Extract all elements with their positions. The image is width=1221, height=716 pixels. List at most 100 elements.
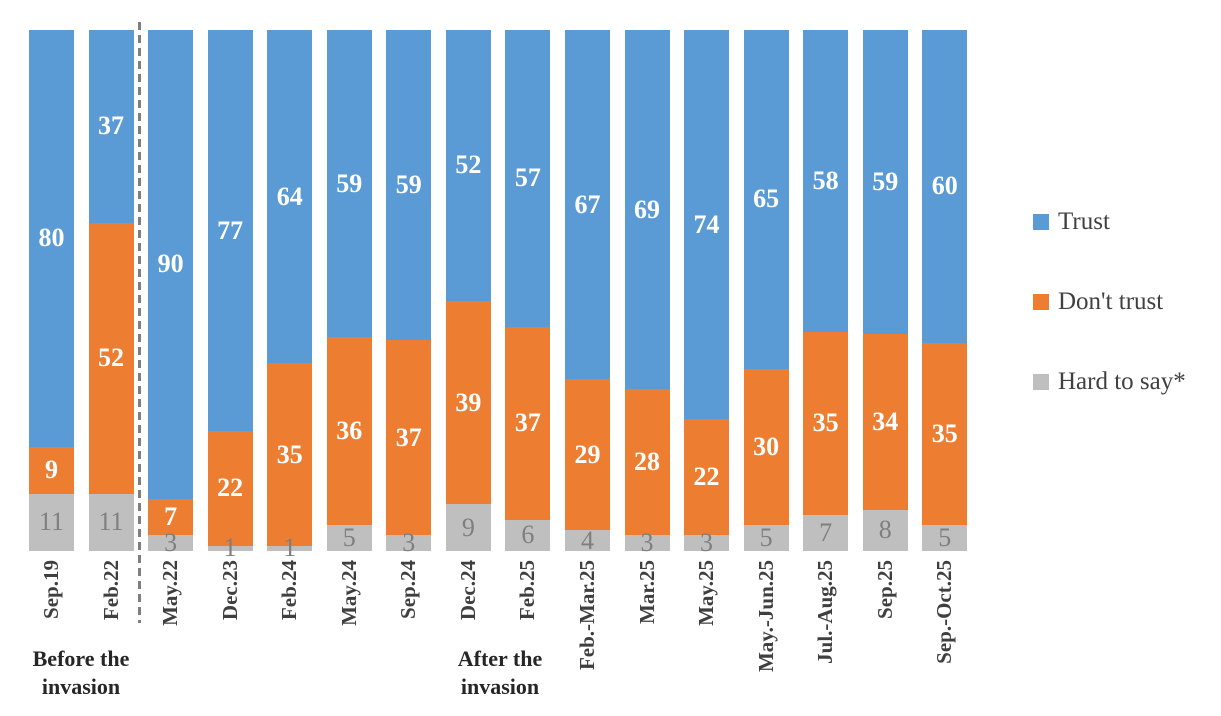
value-label: 29 <box>574 439 601 469</box>
bar-segment-don-t-trust: 28 <box>624 389 670 536</box>
value-label: 59 <box>336 168 363 198</box>
group-label-line: After the <box>457 646 543 671</box>
bar-segment-don-t-trust: 30 <box>743 368 789 525</box>
bar-segment-trust: 60 <box>922 30 968 343</box>
value-label: 3 <box>640 528 654 558</box>
bar-segment-trust: 74 <box>684 30 730 420</box>
bar-segment-don-t-trust: 9 <box>29 446 74 494</box>
category-label-Sep.19: Sep.19 <box>39 560 63 619</box>
bar-segment-hard-to-say-: 5 <box>743 522 789 552</box>
bar-segment-don-t-trust: 34 <box>862 334 908 510</box>
bar-Dec.23: 77 22 1 <box>207 30 253 561</box>
value-label: 5 <box>759 522 773 552</box>
bar-segment-trust: 69 <box>624 30 670 390</box>
value-label: 1 <box>283 533 297 563</box>
legend-swatch-trust <box>1033 214 1049 230</box>
bar-Mar.25: 69 28 3 <box>624 30 670 556</box>
value-label: 22 <box>693 462 720 492</box>
value-label: 28 <box>634 447 660 477</box>
bar-segment-hard-to-say-: 3 <box>148 530 194 556</box>
bar-May.25: 74 22 3 <box>684 30 730 556</box>
bar-segment-trust: 77 <box>207 30 253 432</box>
legend-swatch-dont-trust <box>1033 294 1049 310</box>
bar-segment-don-t-trust: 39 <box>445 300 491 505</box>
value-label: 35 <box>812 408 839 438</box>
value-label: 22 <box>217 473 244 503</box>
value-label: 9 <box>45 455 58 485</box>
bar-segment-don-t-trust: 35 <box>267 363 313 546</box>
bar-segment-don-t-trust: 7 <box>148 498 194 536</box>
value-label: 5 <box>342 522 356 552</box>
group-label-before-invasion: Before the invasion <box>0 645 166 701</box>
value-label: 39 <box>455 387 482 417</box>
bar-segment-hard-to-say-: 8 <box>862 509 908 551</box>
bar-May.-Jun.25: 65 30 5 <box>743 30 789 552</box>
bars-container: 80 9 11 37 52 11 90 7 3 77 22 1 64 35 1 59 36 5 59 37 3 52 39 9… <box>29 30 969 561</box>
value-label: 30 <box>753 431 780 461</box>
bar-segment-hard-to-say-: 3 <box>624 530 670 556</box>
bar-segment-trust: 64 <box>267 30 313 364</box>
bar-Sep.-Oct.25: 60 35 5 <box>922 30 968 552</box>
bar-segment-trust: 59 <box>326 30 372 338</box>
value-label: 7 <box>164 502 178 532</box>
bar-Sep.24: 59 37 3 <box>386 30 432 556</box>
category-label-May.24: May.24 <box>336 560 361 626</box>
group-label-line: invasion <box>460 674 540 699</box>
category-label-Jul.-Aug.25: Jul.-Aug.25 <box>813 560 838 664</box>
bar-segment-don-t-trust: 52 <box>88 222 134 494</box>
bar-segment-don-t-trust: 36 <box>326 337 372 525</box>
invasion-divider-line <box>138 22 141 623</box>
category-label-May.25: May.25 <box>694 560 719 626</box>
bar-segment-don-t-trust: 35 <box>803 332 849 515</box>
bar-segment-trust: 57 <box>505 30 551 327</box>
value-label: 11 <box>98 507 124 537</box>
bar-Dec.24: 52 39 9 <box>445 30 491 551</box>
value-label: 58 <box>812 166 839 196</box>
bar-segment-hard-to-say-: 6 <box>505 519 551 551</box>
category-label-May.22: May.22 <box>158 560 183 626</box>
value-label: 9 <box>461 512 475 542</box>
group-label-line: Before the <box>32 646 130 671</box>
value-label: 69 <box>634 194 660 224</box>
value-label: 7 <box>819 517 833 547</box>
value-label: 74 <box>693 209 720 239</box>
value-label: 37 <box>98 111 125 141</box>
bar-segment-trust: 59 <box>386 30 432 341</box>
category-label-Dec.24: Dec.24 <box>455 560 480 621</box>
bar-May.24: 59 36 5 <box>326 30 372 552</box>
value-label: 1 <box>223 533 237 563</box>
bar-segment-trust: 65 <box>743 30 789 369</box>
bar-May.22: 90 7 3 <box>148 30 194 556</box>
value-label: 59 <box>872 167 899 197</box>
bar-segment-trust: 58 <box>803 30 849 333</box>
bar-segment-hard-to-say-: 5 <box>326 522 372 552</box>
bar-Sep.25: 59 34 8 <box>862 30 908 551</box>
value-label: 77 <box>217 215 244 245</box>
legend-label: Don't trust <box>1058 288 1164 315</box>
bar-segment-hard-to-say-: 3 <box>684 530 730 556</box>
bar-segment-don-t-trust: 22 <box>684 419 730 536</box>
value-label: 35 <box>931 418 958 448</box>
legend-item-trust: Trust <box>1033 205 1186 239</box>
category-label-Feb.25: Feb.25 <box>515 560 540 621</box>
value-label: 59 <box>395 170 422 200</box>
category-label-Sep.24: Sep.24 <box>396 560 421 619</box>
group-label-line: invasion <box>41 674 121 699</box>
category-label-Feb.24: Feb.24 <box>277 560 302 621</box>
bar-segment-trust: 37 <box>88 30 134 223</box>
bar-segment-hard-to-say-: 1 <box>207 535 253 561</box>
bar-Feb.25: 57 37 6 <box>505 30 551 551</box>
value-label: 3 <box>402 528 416 558</box>
value-label: 60 <box>931 171 958 201</box>
value-label: 37 <box>395 422 422 452</box>
value-label: 5 <box>938 522 952 552</box>
group-label-after-invasion: After the invasion <box>415 645 585 701</box>
bar-segment-don-t-trust: 35 <box>922 342 968 525</box>
bar-segment-hard-to-say-: 4 <box>564 527 610 553</box>
value-label: 34 <box>872 407 899 437</box>
legend-label: Trust <box>1058 208 1110 235</box>
value-label: 57 <box>514 163 541 193</box>
bar-segment-trust: 67 <box>564 30 610 380</box>
bar-Sep.19: 80 9 11 <box>29 30 74 551</box>
bar-segment-hard-to-say-: 9 <box>445 504 491 551</box>
